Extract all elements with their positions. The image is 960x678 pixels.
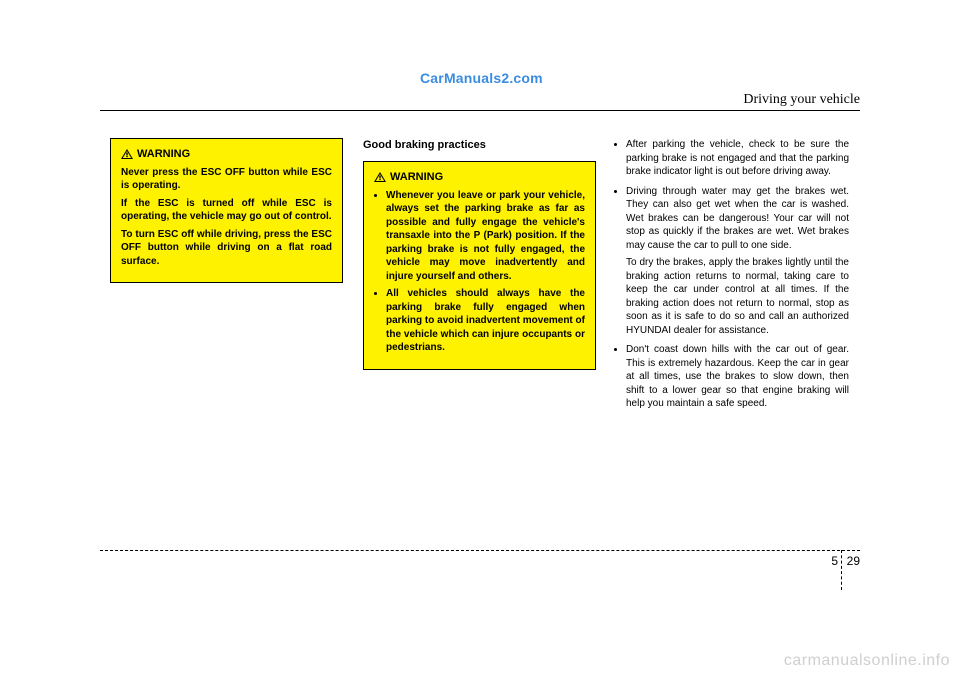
warning-label-2: WARNING xyxy=(390,170,443,185)
body-item2-text: Driving through water may get the brakes… xyxy=(626,186,849,251)
warning-title-1: WARNING xyxy=(121,147,332,162)
body-list: After parking the vehicle, check to be s… xyxy=(616,138,849,411)
warning2-item1: Whenever you leave or park your vehicle,… xyxy=(386,189,585,284)
body-item2-continue: To dry the brakes, apply the brakes ligh… xyxy=(626,256,849,337)
page-number: 29 xyxy=(847,554,860,568)
footer-rule xyxy=(100,550,860,551)
page-chapter: 5 xyxy=(831,554,838,568)
warning2-list: Whenever you leave or park your vehicle,… xyxy=(374,189,585,355)
watermark-bottom: carmanualsonline.info xyxy=(784,652,950,670)
warning1-text3: To turn ESC off while driving, press the… xyxy=(121,228,332,269)
warning-icon xyxy=(374,172,386,182)
warning1-text2: If the ESC is turned off while ESC is op… xyxy=(121,197,332,224)
warning-icon xyxy=(121,149,133,159)
column-2: Good braking practices WARNING Whenever … xyxy=(363,138,596,417)
warning-box-1: WARNING Never press the ESC OFF button w… xyxy=(110,138,343,283)
body-item1: After parking the vehicle, check to be s… xyxy=(626,138,849,179)
header-rule xyxy=(100,110,860,111)
column-1: WARNING Never press the ESC OFF button w… xyxy=(110,138,343,417)
warning-label-1: WARNING xyxy=(137,147,190,162)
body-item2: Driving through water may get the brakes… xyxy=(626,185,849,338)
warning-title-2: WARNING xyxy=(374,170,585,185)
warning-box-2: WARNING Whenever you leave or park your … xyxy=(363,161,596,370)
watermark-top: CarManuals2.com xyxy=(420,70,543,86)
footer-vrule xyxy=(841,550,842,590)
body-item3: Don't coast down hills with the car out … xyxy=(626,343,849,411)
content-columns: WARNING Never press the ESC OFF button w… xyxy=(110,138,850,417)
warning2-item2: All vehicles should always have the park… xyxy=(386,287,585,355)
warning1-text1: Never press the ESC OFF button while ESC… xyxy=(121,166,332,193)
column-3: After parking the vehicle, check to be s… xyxy=(616,138,849,417)
subtitle-good-braking: Good braking practices xyxy=(363,138,596,153)
section-header: Driving your vehicle xyxy=(743,92,860,108)
